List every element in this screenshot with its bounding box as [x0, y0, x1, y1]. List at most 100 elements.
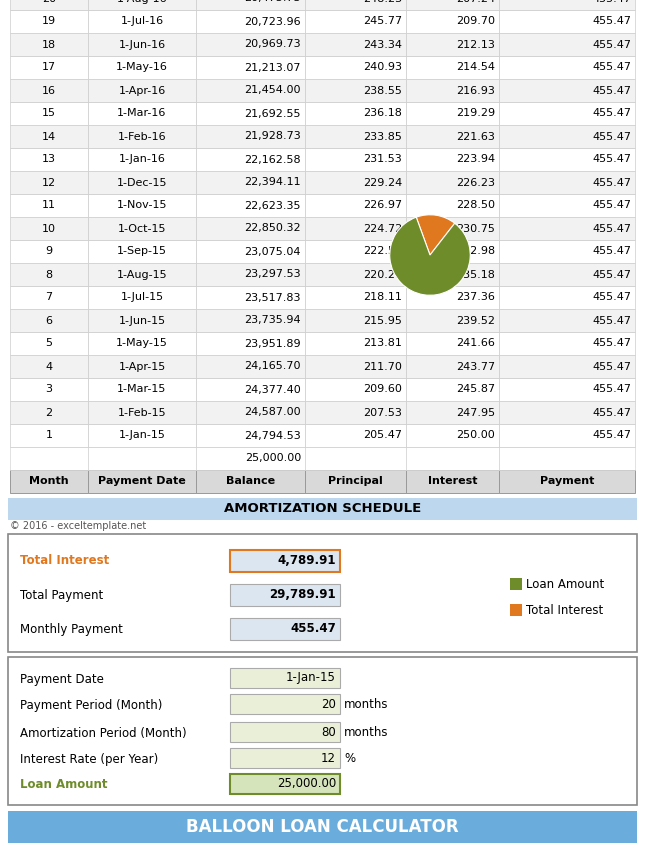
Text: 23,951.89: 23,951.89	[244, 338, 301, 349]
Bar	[499, 401, 635, 424]
Text: 1-Oct-15: 1-Oct-15	[118, 224, 166, 233]
Bar	[499, 33, 635, 56]
Text: Balance: Balance	[226, 477, 275, 487]
Text: 455.47: 455.47	[592, 338, 631, 349]
Bar	[305, 470, 406, 493]
Bar	[499, 332, 635, 355]
Text: 23,517.83: 23,517.83	[244, 293, 301, 303]
Bar	[406, 56, 499, 79]
Bar	[305, 332, 406, 355]
Bar	[10, 10, 88, 33]
Text: 1: 1	[46, 431, 52, 440]
Bar	[406, 263, 499, 286]
Bar	[305, 125, 406, 148]
Bar	[10, 424, 88, 447]
Text: 455.47: 455.47	[592, 200, 631, 210]
Bar	[510, 578, 522, 590]
Text: © 2016 - exceltemplate.net: © 2016 - exceltemplate.net	[10, 521, 146, 531]
Bar	[305, 56, 406, 79]
Bar	[406, 194, 499, 217]
Text: 14: 14	[42, 131, 56, 142]
Bar	[305, 148, 406, 171]
Bar	[10, 240, 88, 263]
Text: 209.60: 209.60	[363, 384, 402, 394]
Bar	[8, 498, 637, 520]
Text: 1-Jun-15: 1-Jun-15	[119, 315, 166, 326]
Text: 455.47: 455.47	[592, 177, 631, 187]
Bar	[88, 194, 196, 217]
Text: 207.24: 207.24	[456, 0, 495, 3]
Text: 211.70: 211.70	[363, 361, 402, 371]
Text: 230.75: 230.75	[456, 224, 495, 233]
Text: 19: 19	[42, 16, 56, 26]
Text: Payment: Payment	[540, 477, 594, 487]
Text: 16: 16	[42, 86, 56, 96]
Bar	[88, 286, 196, 309]
Bar	[305, 447, 406, 470]
Bar	[196, 263, 305, 286]
Text: 1-Jun-16: 1-Jun-16	[119, 40, 166, 49]
Text: Interest Rate (per Year): Interest Rate (per Year)	[20, 752, 158, 766]
Text: 221.63: 221.63	[456, 131, 495, 142]
Bar	[230, 618, 340, 640]
Bar	[8, 534, 637, 652]
Bar	[305, 79, 406, 102]
Bar	[196, 102, 305, 125]
Bar	[305, 194, 406, 217]
Text: 11: 11	[42, 200, 56, 210]
Text: 248.23: 248.23	[363, 0, 402, 3]
Text: 22,623.35: 22,623.35	[244, 200, 301, 210]
Bar	[88, 355, 196, 378]
Bar	[196, 10, 305, 33]
Bar	[10, 401, 88, 424]
Text: 213.81: 213.81	[363, 338, 402, 349]
Text: BALLOON LOAN CALCULATOR: BALLOON LOAN CALCULATOR	[186, 818, 459, 836]
Text: 1-May-16: 1-May-16	[116, 63, 168, 72]
Text: 455.47: 455.47	[592, 0, 631, 3]
Bar	[406, 470, 499, 493]
Bar	[510, 604, 522, 616]
Text: 207.53: 207.53	[363, 408, 402, 417]
Bar	[406, 171, 499, 194]
Text: Monthly Payment: Monthly Payment	[20, 622, 123, 635]
Bar	[88, 378, 196, 401]
Text: 455.47: 455.47	[290, 622, 336, 635]
Bar	[196, 401, 305, 424]
Text: Total Interest: Total Interest	[526, 604, 603, 616]
Text: 1-May-15: 1-May-15	[116, 338, 168, 349]
Text: 13: 13	[42, 154, 56, 165]
Text: 12: 12	[321, 751, 336, 765]
Text: 455.47: 455.47	[592, 431, 631, 440]
Bar	[230, 668, 340, 688]
Bar	[10, 263, 88, 286]
Bar	[196, 33, 305, 56]
Text: months: months	[344, 726, 388, 739]
Bar	[10, 79, 88, 102]
Text: 236.18: 236.18	[363, 109, 402, 119]
Text: 20,969.73: 20,969.73	[244, 40, 301, 49]
Text: 224.72: 224.72	[362, 224, 402, 233]
Bar	[10, 332, 88, 355]
Text: 24,794.53: 24,794.53	[244, 431, 301, 440]
Bar	[406, 424, 499, 447]
Text: Month: Month	[29, 477, 69, 487]
Text: AMORTIZATION SCHEDULE: AMORTIZATION SCHEDULE	[224, 503, 421, 516]
Text: 24,165.70: 24,165.70	[244, 361, 301, 371]
Text: 455.47: 455.47	[592, 154, 631, 165]
Bar	[406, 148, 499, 171]
Text: 250.00: 250.00	[456, 431, 495, 440]
Text: 23,297.53: 23,297.53	[244, 270, 301, 280]
Bar	[88, 148, 196, 171]
Text: Loan Amount: Loan Amount	[526, 577, 604, 590]
Text: Payment Period (Month): Payment Period (Month)	[20, 699, 163, 711]
Text: 10: 10	[42, 224, 56, 233]
Text: 237.36: 237.36	[456, 293, 495, 303]
Bar	[196, 171, 305, 194]
Text: Interest: Interest	[428, 477, 477, 487]
Bar	[10, 447, 88, 470]
Bar	[196, 194, 305, 217]
Bar	[10, 355, 88, 378]
Text: 15: 15	[42, 109, 56, 119]
Text: 1-Jul-15: 1-Jul-15	[121, 293, 164, 303]
Bar	[196, 332, 305, 355]
